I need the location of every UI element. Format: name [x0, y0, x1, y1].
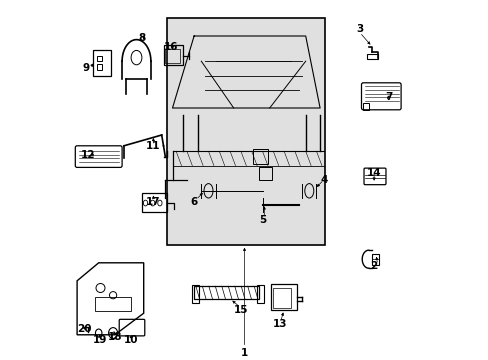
- Text: 7: 7: [384, 92, 391, 102]
- Text: 16: 16: [163, 42, 178, 52]
- Text: 1: 1: [241, 348, 247, 358]
- Text: 13: 13: [273, 319, 287, 329]
- Bar: [371, 254, 379, 265]
- Bar: [95, 297, 131, 311]
- Bar: [163, 45, 183, 65]
- Bar: [253, 149, 267, 164]
- Text: 5: 5: [258, 215, 265, 225]
- Bar: [97, 56, 102, 61]
- Text: 17: 17: [145, 197, 160, 207]
- FancyBboxPatch shape: [167, 18, 325, 245]
- Text: 12: 12: [81, 150, 95, 160]
- Bar: [93, 50, 111, 76]
- Bar: [258, 167, 271, 180]
- Bar: [97, 64, 102, 70]
- Text: 10: 10: [123, 335, 138, 345]
- Bar: [273, 288, 291, 308]
- Text: 4: 4: [319, 175, 327, 185]
- Bar: [363, 103, 368, 110]
- Bar: [257, 285, 263, 303]
- Text: 8: 8: [138, 33, 145, 43]
- Bar: [271, 284, 296, 310]
- Text: 14: 14: [366, 168, 381, 178]
- FancyBboxPatch shape: [363, 168, 385, 185]
- Text: 2: 2: [370, 261, 377, 271]
- FancyBboxPatch shape: [75, 146, 122, 167]
- Text: 15: 15: [233, 305, 247, 315]
- FancyBboxPatch shape: [361, 83, 400, 110]
- Bar: [142, 193, 167, 212]
- Text: 20: 20: [77, 324, 91, 334]
- Bar: [194, 286, 258, 299]
- Text: 9: 9: [82, 63, 89, 73]
- FancyBboxPatch shape: [119, 319, 144, 336]
- Text: 18: 18: [107, 332, 122, 342]
- Bar: [366, 54, 377, 59]
- Text: 3: 3: [355, 24, 363, 34]
- Text: 11: 11: [145, 141, 160, 151]
- Bar: [165, 49, 179, 63]
- Bar: [192, 285, 199, 303]
- Text: 19: 19: [93, 335, 107, 345]
- Text: 6: 6: [190, 197, 197, 207]
